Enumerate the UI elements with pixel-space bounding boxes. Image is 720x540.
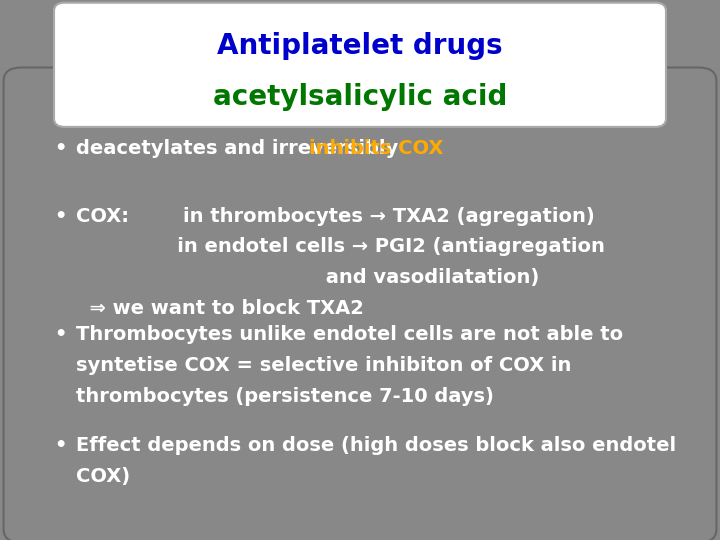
Text: Effect depends on dose (high doses block also endotel: Effect depends on dose (high doses block… [76,436,676,455]
Text: Antiplatelet drugs: Antiplatelet drugs [217,32,503,60]
Text: inhibits COX: inhibits COX [309,139,444,158]
Text: deacetylates and irreversibly: deacetylates and irreversibly [76,139,405,158]
FancyBboxPatch shape [54,3,666,127]
Text: COX:        in thrombocytes → TXA2 (agregation): COX: in thrombocytes → TXA2 (agregation) [76,206,594,226]
Text: COX): COX) [76,467,130,486]
Text: syntetise COX = selective inhibiton of COX in: syntetise COX = selective inhibiton of C… [76,356,571,375]
FancyBboxPatch shape [4,68,716,540]
Text: •: • [54,325,66,345]
Text: Thrombocytes unlike endotel cells are not able to: Thrombocytes unlike endotel cells are no… [76,325,623,345]
Text: •: • [54,139,66,158]
Text: •: • [54,436,66,455]
Text: thrombocytes (persistence 7-10 days): thrombocytes (persistence 7-10 days) [76,387,493,406]
Text: ⇒ we want to block TXA2: ⇒ we want to block TXA2 [76,299,364,318]
Text: •: • [54,206,66,226]
Text: acetylsalicylic acid: acetylsalicylic acid [213,83,507,111]
Text: and vasodilatation): and vasodilatation) [76,268,539,287]
Text: in endotel cells → PGI2 (antiagregation: in endotel cells → PGI2 (antiagregation [76,237,605,256]
